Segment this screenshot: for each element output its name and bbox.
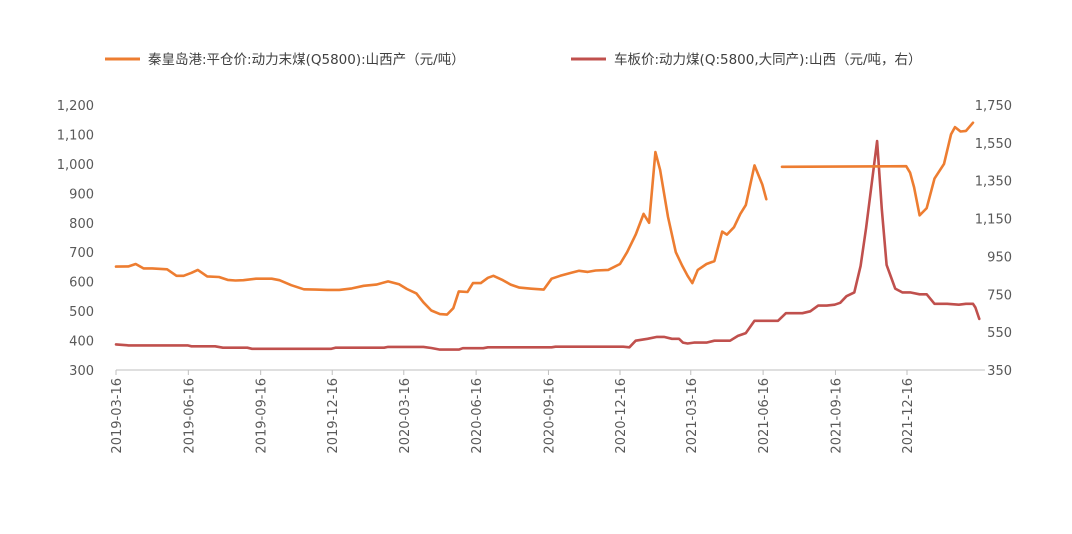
y-right-tick-label: 750 <box>987 288 1012 303</box>
y-right-tick-label: 550 <box>987 326 1012 341</box>
y-left-tick-label: 400 <box>69 335 94 350</box>
x-tick-label: 2019-09-16 <box>255 378 270 454</box>
y-right-tick-label: 1,750 <box>975 99 1012 114</box>
x-tick-label: 2021-06-16 <box>757 378 772 454</box>
series-line-1-segment <box>780 121 975 217</box>
series-line-1 <box>114 150 768 316</box>
legend: 秦皇岛港:平仓价:动力末煤(Q5800):山西产（元/吨） 车板价:动力煤(Q:… <box>105 51 922 68</box>
axes: 2019-03-16 2019-06-16 2019-09-16 2019-12-16… <box>57 99 1012 454</box>
y-right-tick-label: 1,550 <box>975 137 1012 152</box>
y-right-tick-label: 350 <box>987 364 1012 379</box>
x-tick-label: 2020-06-16 <box>470 378 485 454</box>
legend-label-series-2: 车板价:动力煤(Q:5800,大同产):山西（元/吨，右） <box>614 51 922 68</box>
x-tick-label: 2019-12-16 <box>326 378 341 454</box>
series-line-2 <box>114 139 981 351</box>
x-tick-label: 2021-03-16 <box>685 378 700 454</box>
y-right-tick-label: 950 <box>987 250 1012 265</box>
legend-label-series-1: 秦皇岛港:平仓价:动力末煤(Q5800):山西产（元/吨） <box>148 52 465 68</box>
y-left-tick-label: 700 <box>69 246 94 261</box>
x-tick-label: 2019-06-16 <box>182 378 197 454</box>
x-tick-label: 2021-09-16 <box>829 378 844 454</box>
y-left-tick-label: 300 <box>69 364 94 379</box>
y-left-tick-label: 900 <box>69 187 94 202</box>
y-right-tick-label: 1,150 <box>975 213 1012 228</box>
x-tick-label: 2020-09-16 <box>542 378 557 454</box>
x-tick-label: 2021-12-16 <box>901 378 916 454</box>
y-right-tick-label: 1,350 <box>975 175 1012 190</box>
y-left-tick-label: 500 <box>69 305 94 320</box>
y-left-tick-label: 800 <box>69 217 94 232</box>
y-left-tick-label: 1,200 <box>57 99 94 114</box>
x-tick-label: 2020-03-16 <box>398 378 413 454</box>
x-tick-label: 2019-03-16 <box>110 378 125 454</box>
x-tick-label: 2020-12-16 <box>614 378 629 454</box>
y-left-tick-label: 1,000 <box>57 158 94 173</box>
y-left-tick-label: 1,100 <box>57 128 94 143</box>
plot-lines <box>114 121 981 351</box>
y-left-tick-label: 600 <box>69 276 94 291</box>
